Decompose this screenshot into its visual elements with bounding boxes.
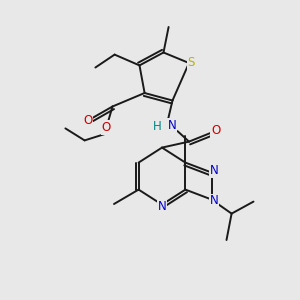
- Text: N: N: [209, 164, 218, 178]
- Text: H: H: [152, 119, 161, 133]
- Text: N: N: [158, 200, 166, 213]
- Text: N: N: [167, 118, 176, 132]
- Text: O: O: [212, 124, 220, 137]
- Text: S: S: [188, 56, 195, 69]
- Text: O: O: [102, 121, 111, 134]
- Text: O: O: [83, 114, 92, 128]
- Text: N: N: [209, 194, 218, 208]
